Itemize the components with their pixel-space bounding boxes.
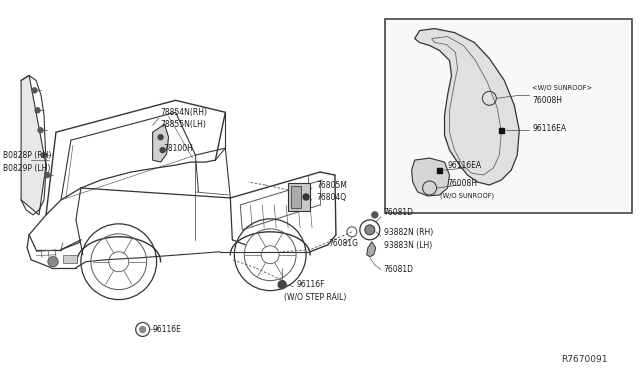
Bar [63, 255, 77, 263]
Text: 93883N (LH): 93883N (LH) [384, 241, 432, 250]
Text: 96116E: 96116E [152, 325, 182, 334]
Circle shape [160, 148, 165, 153]
Circle shape [372, 212, 378, 218]
Text: 78100H: 78100H [164, 144, 193, 153]
Circle shape [365, 225, 375, 235]
Text: 96116F: 96116F [296, 280, 324, 289]
Text: 76805M: 76805M [316, 180, 347, 189]
Circle shape [303, 194, 309, 200]
Text: B0828P (RH): B0828P (RH) [3, 151, 52, 160]
Bar [291, 186, 301, 208]
Text: 93882N (RH): 93882N (RH) [384, 228, 433, 237]
Text: 76081D: 76081D [384, 265, 414, 274]
Polygon shape [415, 29, 519, 185]
Bar [437, 167, 442, 173]
Bar [499, 128, 504, 133]
Text: 96116EA: 96116EA [532, 124, 566, 133]
Text: (W/O STEP RAIL): (W/O STEP RAIL) [284, 293, 346, 302]
Circle shape [158, 135, 163, 140]
Text: 96116EA: 96116EA [447, 161, 482, 170]
Circle shape [35, 108, 40, 113]
Text: 76008H: 76008H [447, 179, 477, 187]
Polygon shape [21, 76, 46, 215]
Circle shape [42, 153, 47, 158]
Text: <W/O SUNROOF>: <W/O SUNROOF> [532, 85, 593, 92]
Polygon shape [367, 242, 376, 257]
Text: 78854N(RH): 78854N(RH) [161, 108, 207, 117]
Circle shape [140, 327, 146, 333]
Text: 76804Q: 76804Q [316, 193, 346, 202]
Text: 76081D: 76081D [384, 208, 414, 217]
Circle shape [38, 128, 43, 133]
Polygon shape [152, 124, 168, 162]
Bar [288, 183, 310, 211]
Bar [385, 19, 632, 213]
Circle shape [278, 280, 286, 289]
Text: R7670091: R7670091 [561, 355, 607, 364]
Text: 76081G: 76081G [328, 239, 358, 248]
Circle shape [45, 173, 50, 177]
Text: 78855N(LH): 78855N(LH) [161, 120, 207, 129]
Polygon shape [412, 158, 449, 196]
Text: B0829P (LH): B0829P (LH) [3, 164, 51, 173]
Circle shape [32, 88, 37, 93]
Text: (W/O SUNROOF): (W/O SUNROOF) [440, 193, 493, 199]
Circle shape [48, 257, 58, 267]
Text: 76008H: 76008H [532, 96, 562, 105]
